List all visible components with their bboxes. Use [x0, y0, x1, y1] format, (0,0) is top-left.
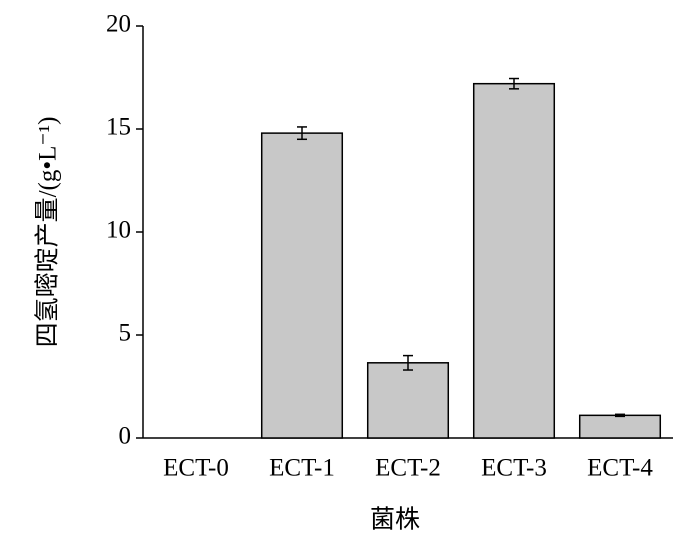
- y-tick-label: 15: [106, 114, 131, 141]
- error-bar: [297, 126, 307, 141]
- bar: [578, 414, 662, 439]
- bar: [366, 362, 450, 439]
- bar: [472, 82, 556, 439]
- error-bar: [615, 413, 625, 418]
- y-axis-title: 四氢嘧啶产量/(g•L⁻¹): [34, 117, 62, 348]
- x-tick-label: ECT-3: [481, 455, 547, 482]
- x-tick-label: ECT-4: [587, 455, 653, 482]
- y-tick-label: 10: [106, 217, 131, 244]
- error-bar: [403, 354, 413, 371]
- y-tick-label: 20: [106, 11, 131, 38]
- error-bar: [509, 77, 519, 90]
- y-tick-label: 0: [119, 423, 132, 450]
- x-axis-title: 菌株: [370, 506, 420, 534]
- x-tick-label: ECT-0: [163, 455, 229, 482]
- bar: [260, 132, 344, 439]
- x-tick-label: ECT-2: [375, 455, 441, 482]
- x-tick-label: ECT-1: [269, 455, 335, 482]
- y-tick-label: 5: [119, 320, 132, 347]
